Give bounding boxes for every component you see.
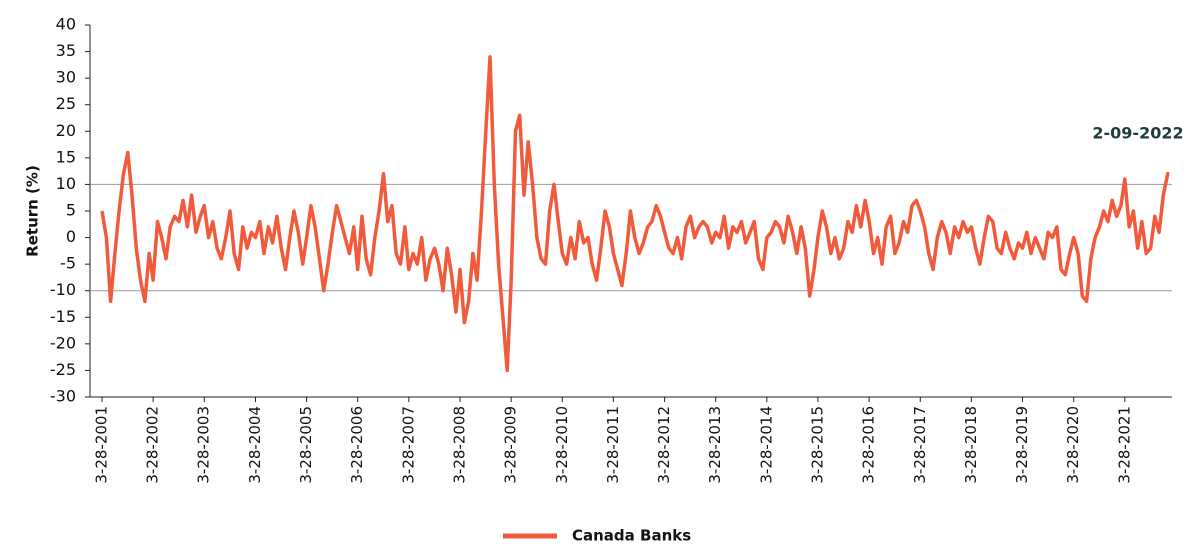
x-tick-label: 3-28-2016 (860, 406, 878, 484)
x-tick-label: 3-28-2018 (962, 406, 980, 484)
y-tick-label: -25 (50, 360, 76, 379)
data-line (100, 55, 1170, 373)
x-tick-label: 3-28-2006 (348, 406, 366, 484)
x-tick-label: 3-28-2004 (246, 406, 264, 484)
x-tick-label: 3-28-2019 (1013, 406, 1031, 484)
y-tick-label: -10 (50, 280, 76, 299)
x-tick-label: 3-28-2011 (604, 406, 622, 484)
y-axis-label: Return (%) (24, 165, 42, 257)
y-tick-label: 15 (56, 147, 76, 166)
x-tick-label: 3-28-2013 (706, 406, 724, 484)
y-tick-label: -30 (50, 387, 76, 406)
x-tick-label: 3-28-2020 (1064, 406, 1082, 484)
y-tick-label: 5 (66, 201, 76, 220)
y-tick-label: -20 (50, 333, 76, 352)
x-tick-label: 3-28-2010 (553, 406, 571, 484)
y-tick-label: 30 (56, 68, 76, 87)
y-tick-label: 35 (56, 41, 76, 60)
x-tick-label: 3-28-2015 (808, 406, 826, 484)
x-tick-label: 3-28-2001 (93, 406, 111, 484)
y-tick-label: 20 (56, 121, 76, 140)
x-tick-label: 3-28-2005 (297, 406, 315, 484)
y-tick-label: 40 (56, 15, 76, 34)
y-tick-label: -5 (60, 254, 76, 273)
legend-label: Canada Banks (572, 527, 691, 545)
y-tick-label: 10 (56, 174, 76, 193)
x-tick-label: 3-28-2008 (451, 406, 469, 484)
x-tick-label: 3-28-2009 (502, 406, 520, 484)
annotation: 2-09-2022 (1092, 123, 1183, 142)
x-tick-label: 3-28-2003 (195, 406, 213, 484)
x-tick-label: 3-28-2017 (911, 406, 929, 484)
x-tick-label: 3-28-2007 (399, 406, 417, 484)
x-tick-label: 3-28-2021 (1115, 406, 1133, 484)
x-tick-label: 3-28-2002 (144, 406, 162, 484)
y-tick-label: -15 (50, 307, 76, 326)
x-tick-label: 3-28-2012 (655, 406, 673, 484)
y-tick-label: 25 (56, 94, 76, 113)
x-tick-label: 3-28-2014 (757, 406, 775, 484)
y-tick-label: 0 (66, 227, 76, 246)
